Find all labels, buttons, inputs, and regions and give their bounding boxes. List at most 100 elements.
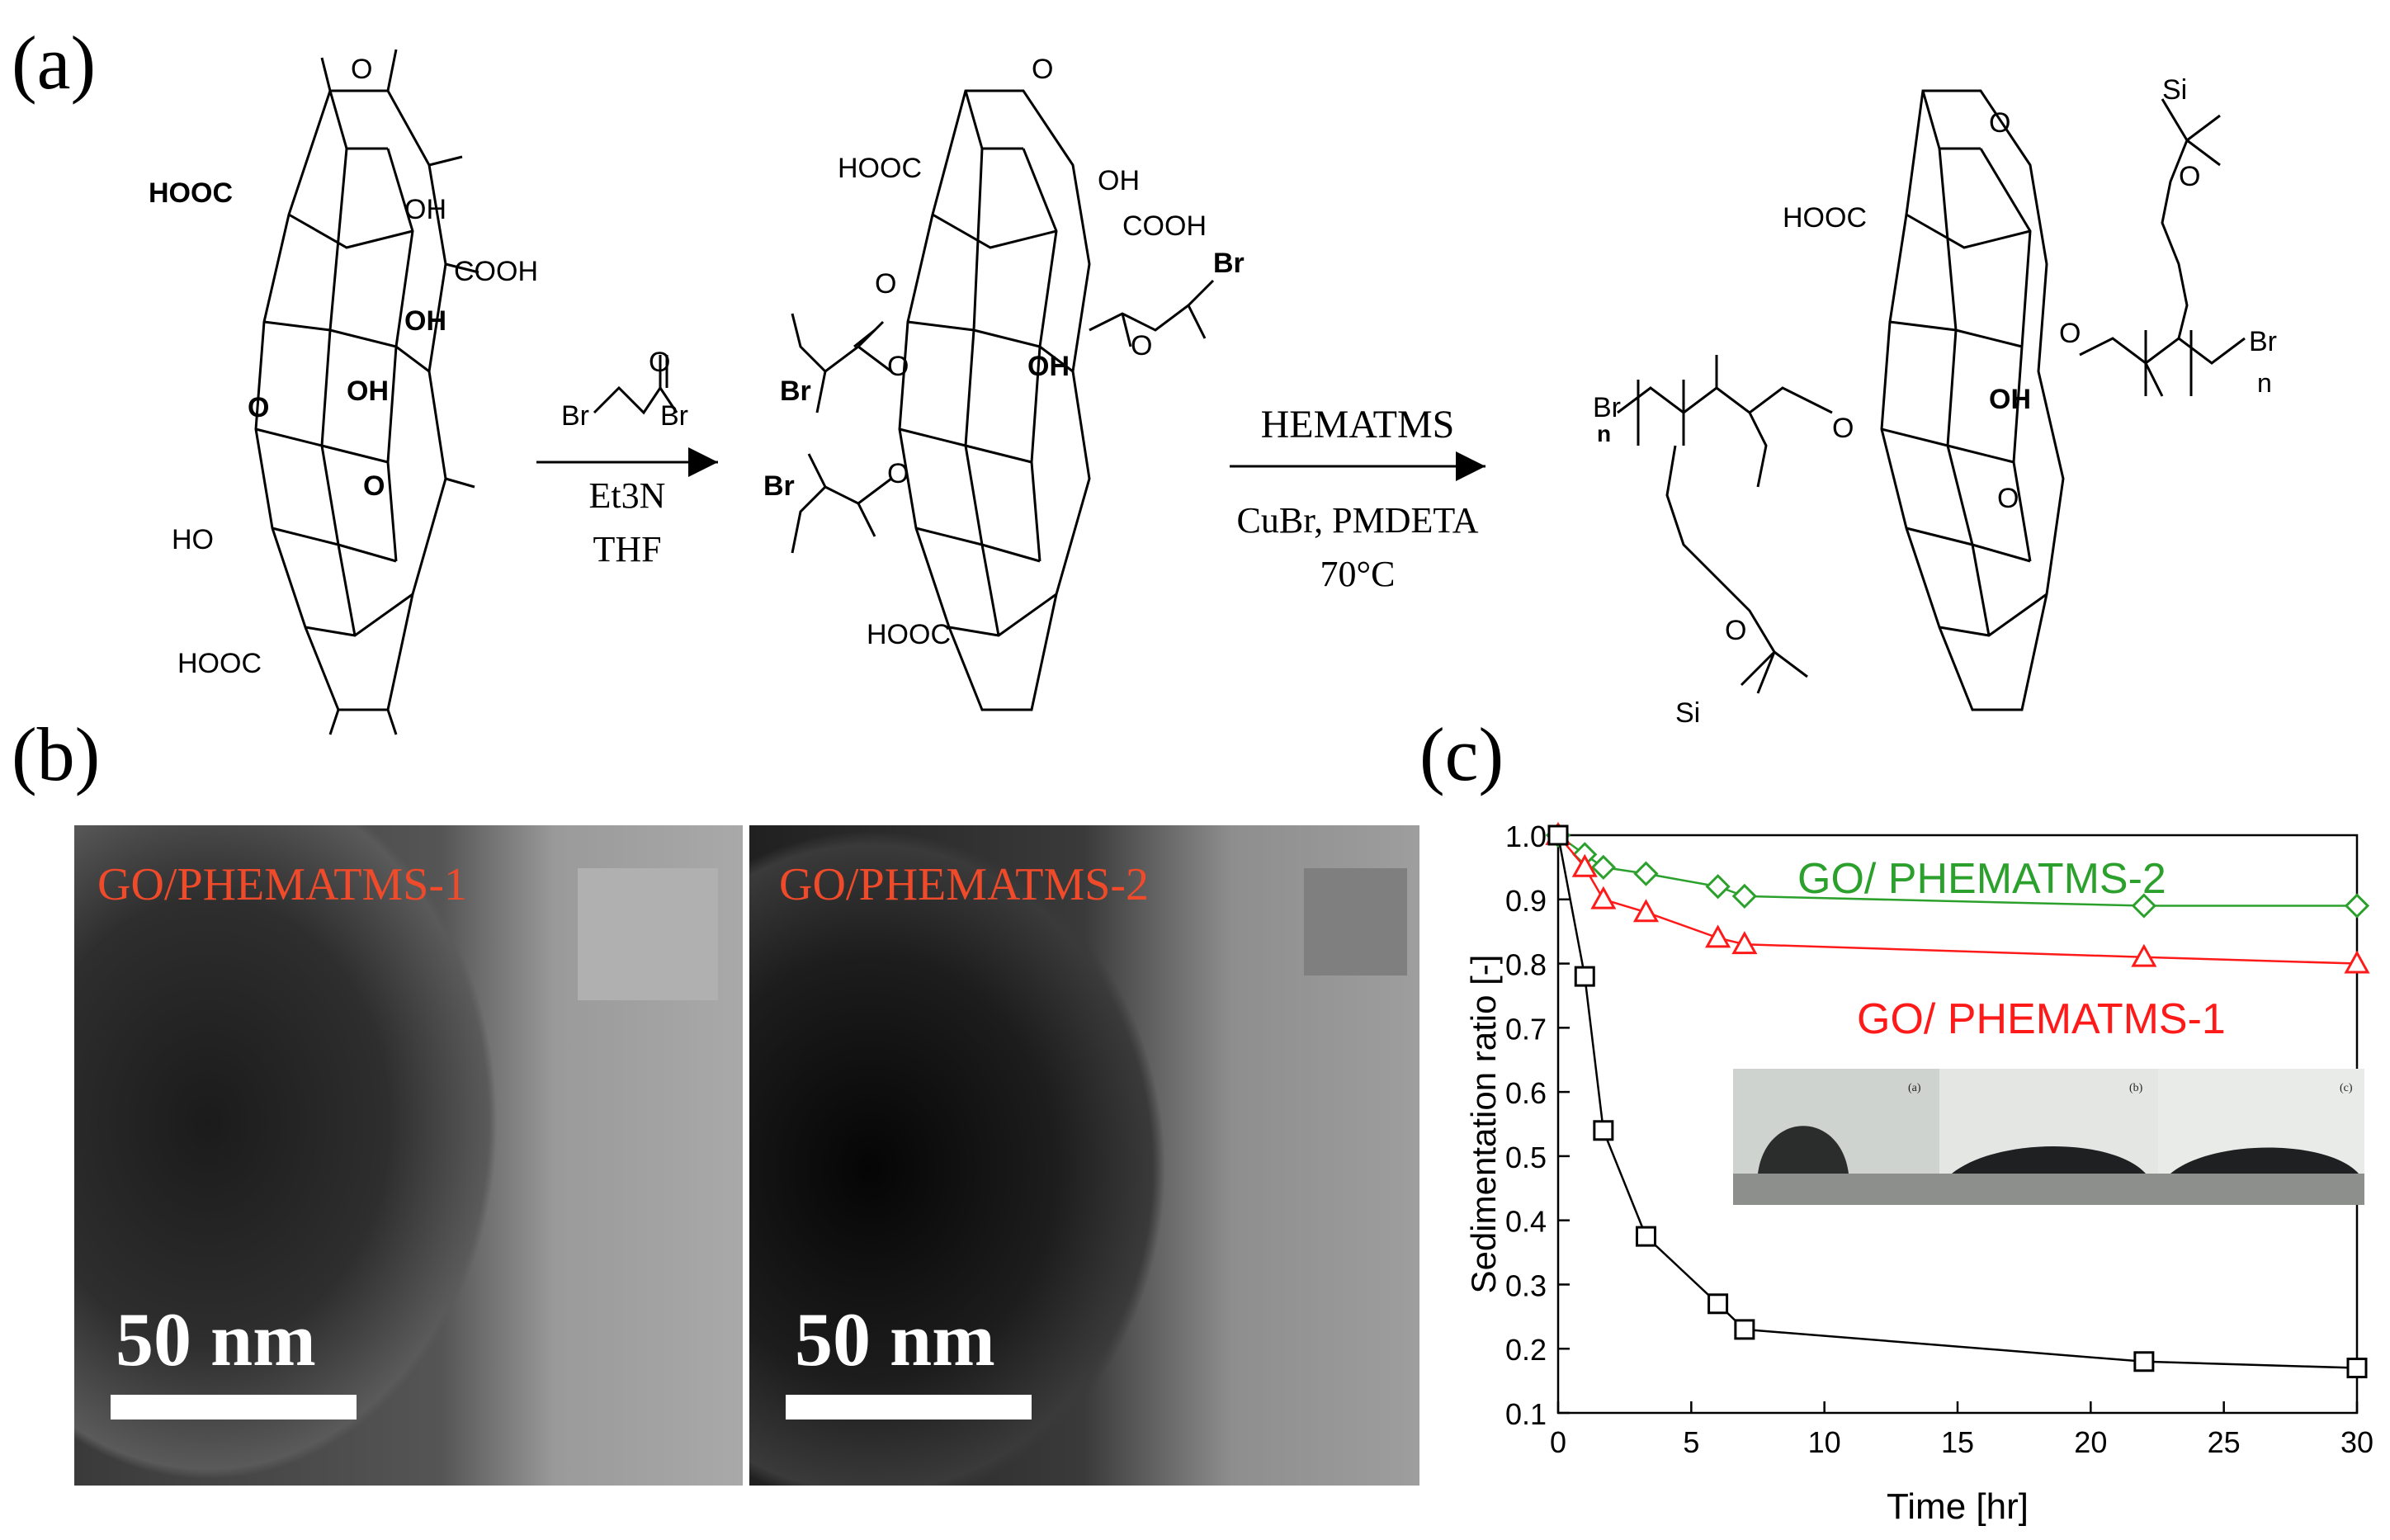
x-tick-label: 0 [1550, 1425, 1566, 1459]
label: COOH [454, 256, 538, 287]
label: HOOC [1783, 202, 1867, 234]
x-tick-label: 5 [1683, 1425, 1699, 1459]
go-polymer-structure [1617, 89, 2246, 711]
label: OH [1989, 384, 2031, 415]
y-axis: 0.1 0.2 0.3 0.4 0.5 0.6 0.7 0.8 0.9 1.0 [1505, 820, 1570, 1431]
label: O [1131, 330, 1152, 361]
label: HO [172, 524, 214, 555]
data-point [2131, 893, 2156, 919]
reagent-hematms: HEMATMS [1261, 403, 1455, 446]
label: n [2257, 368, 2272, 398]
data-point [1574, 966, 1595, 987]
data-point [2344, 893, 2370, 919]
y-tick-label: 1.0 [1505, 820, 1547, 853]
reagent-br-right: Br [660, 400, 688, 432]
data-point [1705, 924, 1731, 948]
x-tick-label: 15 [1941, 1425, 1974, 1459]
data-point [2344, 950, 2370, 974]
label: HOOC [867, 619, 951, 650]
y-tick-label: 0.3 [1505, 1268, 1547, 1302]
legend-label-red: GO/ PHEMATMS-1 [1857, 995, 2226, 1043]
label: O [248, 392, 269, 423]
label: O [887, 458, 909, 489]
step1-reagent: Br O Br [561, 347, 688, 432]
label: O [1997, 483, 2019, 514]
label: O [351, 54, 372, 85]
data-point [1593, 1120, 1614, 1141]
y-tick-label: 0.4 [1505, 1205, 1547, 1239]
x-tick-label: 20 [2074, 1425, 2107, 1459]
y-tick-label: 0.6 [1505, 1076, 1547, 1110]
panel-label-a: (a) [12, 21, 97, 105]
label: HOOC [177, 648, 262, 679]
label: Br [1213, 248, 1245, 279]
data-point [1707, 1293, 1729, 1315]
data-point [1734, 1319, 1755, 1340]
data-point [1731, 931, 1758, 955]
tem-image-2: GO/PHEMATMS-2 50 nm [749, 825, 1419, 1486]
inset-label: (a) [1908, 1082, 1921, 1094]
data-point [1633, 861, 1659, 886]
label: O [1832, 413, 1854, 444]
data-point [1590, 854, 1616, 881]
data-point [1547, 824, 1569, 846]
reagent-oxygen: O [649, 347, 670, 378]
scale-bar-2 [786, 1395, 1032, 1420]
label: Br [1593, 392, 1621, 423]
reaction-scheme: HOOC OH COOH OH OH O O O HO HOOC Br O Br… [149, 49, 2277, 735]
label: Br [763, 470, 795, 502]
series-3 [1547, 824, 2368, 1379]
data-point [2346, 1358, 2368, 1379]
label: Si [1675, 697, 1700, 729]
y-tick-label: 0.7 [1505, 1012, 1547, 1046]
label: O [363, 470, 385, 502]
label: O [1725, 615, 1746, 646]
inset-label: (c) [2340, 1082, 2353, 1094]
condition-catalyst: CuBr, PMDETA [1237, 500, 1479, 541]
label: OH [1098, 165, 1140, 196]
go-labels: HOOC OH COOH OH OH O O O HO HOOC [149, 54, 538, 679]
label: COOH [1122, 210, 1207, 242]
scale-label-1: 50 nm [116, 1297, 316, 1382]
y-tick-label: 0.9 [1505, 884, 1547, 918]
data-point [1590, 886, 1617, 909]
data-point [2131, 943, 2157, 967]
x-axis: 0 5 10 15 20 25 30 [1550, 1401, 2373, 1459]
tem-title-1: GO/PHEMATMS-1 [97, 859, 468, 910]
go-br-labels: HOOC OH COOH Br Br OH Br HOOC O O O O O [763, 54, 1245, 650]
tem-title-2: GO/PHEMATMS-2 [779, 859, 1150, 910]
label: HOOC [149, 177, 233, 209]
data-point [2133, 1351, 2155, 1372]
label: HOOC [838, 153, 922, 184]
condition-thf: THF [593, 529, 661, 569]
data-point [1731, 883, 1757, 909]
series-line [1556, 834, 2358, 1369]
y-tick-label: 0.8 [1505, 948, 1547, 982]
go-structure [254, 49, 479, 735]
label: n [1597, 421, 1611, 446]
label: O [1989, 107, 2010, 139]
x-tick-label: 30 [2340, 1425, 2373, 1459]
inset-label: (b) [2129, 1082, 2143, 1094]
panel-label-b: (b) [12, 712, 101, 796]
label: O [2179, 161, 2200, 192]
label: O [2059, 318, 2081, 349]
condition-et3n: Et3N [589, 475, 666, 516]
tem-inset-square [578, 868, 718, 1000]
scale-bar-1 [111, 1395, 357, 1420]
x-tick-label: 10 [1808, 1425, 1841, 1459]
reagent-br-left: Br [561, 400, 589, 432]
data-point [1705, 874, 1731, 900]
y-tick-label: 0.5 [1505, 1141, 1547, 1174]
label: Br [780, 376, 811, 407]
label: Br [2249, 326, 2277, 357]
label: O [1032, 54, 1053, 85]
data-point [1635, 1226, 1656, 1247]
go-polymer-labels: HOOC O OH O Br n n Br Si O Si O O O [1593, 74, 2277, 729]
tem-inset-square [1304, 868, 1407, 975]
sedimentation-chart: 0.1 0.2 0.3 0.4 0.5 0.6 0.7 0.8 0.9 1.0 0 5 10 15 20 2… [1464, 820, 2373, 1527]
y-tick-label: 0.2 [1505, 1333, 1547, 1367]
condition-temperature: 70°C [1320, 554, 1396, 594]
label: O [887, 351, 909, 382]
panel-label-c: (c) [1419, 712, 1504, 796]
